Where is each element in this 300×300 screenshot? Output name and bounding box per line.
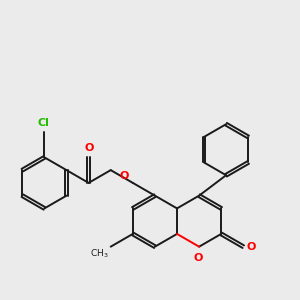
Text: O: O <box>246 242 256 252</box>
Text: O: O <box>194 253 203 262</box>
Text: O: O <box>120 171 129 182</box>
Text: Cl: Cl <box>38 118 50 128</box>
Text: CH$_3$: CH$_3$ <box>90 248 109 260</box>
Text: O: O <box>84 143 94 153</box>
